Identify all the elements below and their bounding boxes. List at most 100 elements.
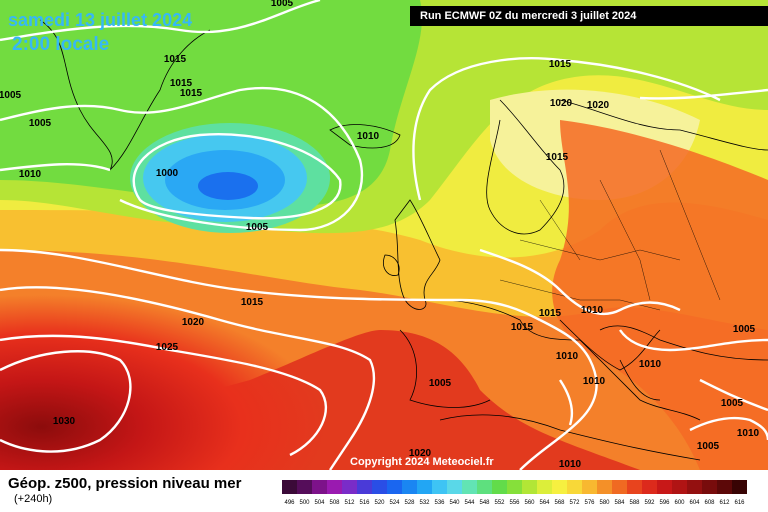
color-scale-tick-label: 524: [389, 500, 400, 506]
isobar-label: 1015: [164, 54, 187, 65]
zone-orange-east: [552, 120, 768, 470]
isobar-label: 1005: [246, 222, 269, 233]
forecast-time: 2:00 locale: [12, 34, 110, 55]
isobar-label: 1010: [737, 428, 760, 439]
isobar-label: 1015: [170, 78, 193, 89]
color-scale-swatch: [387, 480, 402, 494]
color-scale-swatch: [687, 480, 702, 494]
color-scale-tick-label: 544: [464, 500, 475, 506]
color-scale-swatch: [702, 480, 717, 494]
isobar-label: 1020: [550, 98, 573, 109]
geopotential-map: 1005101510151015100510051010100010101005…: [0, 0, 768, 470]
color-scale-swatch: [417, 480, 432, 494]
color-scale-swatch: [342, 480, 357, 494]
color-scale-tick-label: 600: [674, 500, 685, 506]
color-scale-swatch: [597, 480, 612, 494]
legend-bar: Géop. z500, pression niveau mer (+240h) …: [0, 470, 768, 512]
color-scale-swatch: [732, 480, 747, 494]
color-scale-swatch: [552, 480, 567, 494]
color-scale-swatch: [282, 480, 297, 494]
color-scale-swatch: [522, 480, 537, 494]
isobar-labels: 1005101510151015100510051010100010101005…: [0, 0, 760, 470]
legend-title: Géop. z500, pression niveau mer: [8, 475, 242, 492]
copyright-text: Copyright 2024 Meteociel.fr: [350, 456, 494, 468]
color-scale-tick-label: 548: [479, 500, 490, 506]
color-scale-swatch: [297, 480, 312, 494]
isobar-label: 1010: [357, 131, 380, 142]
isobar-label: 1010: [19, 169, 42, 180]
isobar-label: 1005: [733, 324, 756, 335]
isobar-label: 1015: [511, 322, 534, 333]
color-scale-swatch: [717, 480, 732, 494]
color-scale-swatch: [537, 480, 552, 494]
isobars: [0, 0, 768, 470]
color-scale-swatch: [462, 480, 477, 494]
isobar-label: 1000: [156, 168, 179, 179]
color-scale-tick-label: 528: [404, 500, 415, 506]
color-scale-swatch: [627, 480, 642, 494]
isobar-label: 1005: [29, 118, 52, 129]
color-scale-tick-label: 500: [299, 500, 310, 506]
color-scale-tick-label: 536: [434, 500, 445, 506]
color-scale-tick-label: 496: [284, 500, 295, 506]
color-scale-tick-label: 592: [644, 500, 655, 506]
color-scale-tick-label: 588: [629, 500, 640, 506]
isobar-label: 1015: [546, 152, 569, 163]
isobar-label: 1010: [559, 459, 582, 470]
color-scale-tick-label: 540: [449, 500, 460, 506]
isobar-label: 1010: [583, 376, 606, 387]
isobar-label: 1015: [549, 59, 572, 70]
color-scale-swatch: [312, 480, 327, 494]
color-scale-tick-label: 504: [314, 500, 325, 506]
isobar-label: 1005: [429, 378, 452, 389]
isobar-label: 1005: [271, 0, 294, 9]
color-scale-swatch: [477, 480, 492, 494]
color-scale-swatch: [672, 480, 687, 494]
color-scale-tick-label: 568: [554, 500, 565, 506]
color-scale-swatch: [327, 480, 342, 494]
color-scale-swatch: [447, 480, 462, 494]
color-scale-swatch: [612, 480, 627, 494]
isobar-label: 1010: [581, 305, 604, 316]
run-info-banner: Run ECMWF 0Z du mercredi 3 juillet 2024: [410, 6, 768, 26]
color-scale-swatch: [372, 480, 387, 494]
coastlines: [39, 19, 768, 461]
legend-forecast-hour: (+240h): [14, 493, 53, 505]
color-scale-tick-label: 604: [689, 500, 700, 506]
color-scale-tick-label: 556: [509, 500, 520, 506]
isobar-label: 1005: [0, 90, 22, 101]
isobar-label: 1030: [53, 416, 76, 427]
country-borders: [499, 149, 721, 311]
isobar-label: 1020: [182, 317, 205, 328]
color-scale-tick-label: 532: [419, 500, 430, 506]
color-scale-tick-label: 520: [374, 500, 385, 506]
color-scale-swatch: [567, 480, 582, 494]
isobar-label: 1015: [539, 308, 562, 319]
color-scale-swatch: [642, 480, 657, 494]
color-scale-tick-label: 508: [329, 500, 340, 506]
color-scale-tick-label: 612: [719, 500, 730, 506]
color-scale-swatch: [432, 480, 447, 494]
isobar-label: 1015: [180, 88, 203, 99]
isobar-label: 1010: [639, 359, 662, 370]
isobar-label: 1015: [241, 297, 264, 308]
color-scale-tick-label: 608: [704, 500, 715, 506]
color-scale-swatch: [357, 480, 372, 494]
color-scale-tick-label: 512: [344, 500, 355, 506]
color-scale-tick-label: 580: [599, 500, 610, 506]
color-scale-tick-label: 616: [734, 500, 745, 506]
color-scale-tick-label: 596: [659, 500, 670, 506]
forecast-date: samedi 13 juillet 2024: [8, 10, 193, 30]
zone-red-hot: [0, 230, 520, 470]
isobar-label: 1025: [156, 342, 179, 353]
color-scale-swatch: [657, 480, 672, 494]
isobar-label: 1005: [697, 441, 720, 452]
color-scale-swatch: [507, 480, 522, 494]
isobar-label: 1020: [409, 448, 432, 459]
color-scale-tick-label: 576: [584, 500, 595, 506]
isobar-label: 1005: [721, 398, 744, 409]
color-scale: 496 500 504 508 512 516 520 524 528 532 536 540 544 5…: [282, 480, 747, 506]
color-scale-tick-label: 584: [614, 500, 625, 506]
color-scale-tick-label: 572: [569, 500, 580, 506]
